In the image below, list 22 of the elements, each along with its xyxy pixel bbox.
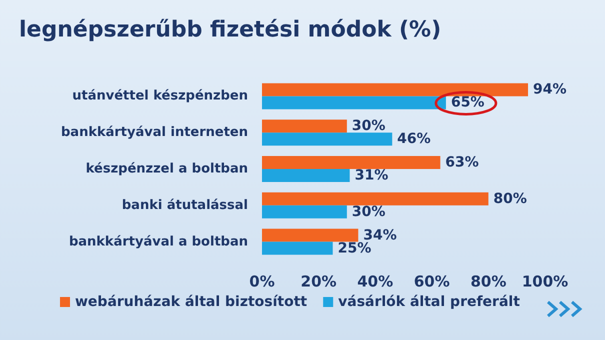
y-tick-label: készpénzzel a boltban xyxy=(86,162,248,176)
legend-label: webáruházak által biztosított xyxy=(75,294,308,310)
x-tick-label: 40% xyxy=(357,272,394,290)
y-tick-label: utánvéttel készpénzben xyxy=(72,88,248,104)
data-label: 63% xyxy=(445,154,479,170)
data-label: 94% xyxy=(533,82,567,98)
y-tick-label: bankkártyával interneten xyxy=(60,125,248,140)
data-label: 80% xyxy=(493,190,527,207)
data-label: 46% xyxy=(397,131,431,148)
x-tick-label: 0% xyxy=(249,272,275,290)
chart-title: legnépszerűbb fizetési módok (%) xyxy=(19,18,442,42)
data-label: 30% xyxy=(352,204,386,220)
x-tick-label: 20% xyxy=(300,272,337,290)
legend-label: vásárlók által preferált xyxy=(338,294,520,310)
data-label: 31% xyxy=(354,168,388,184)
y-tick-label: bankkártyával a boltban xyxy=(68,234,248,250)
data-label: 65% xyxy=(450,94,484,111)
data-label: 30% xyxy=(352,118,386,134)
x-tick-label: 80% xyxy=(470,272,506,290)
x-tick-label: 100% xyxy=(522,272,568,290)
y-tick-label: banki átutalással xyxy=(122,198,248,213)
x-tick-label: 60% xyxy=(414,272,450,290)
